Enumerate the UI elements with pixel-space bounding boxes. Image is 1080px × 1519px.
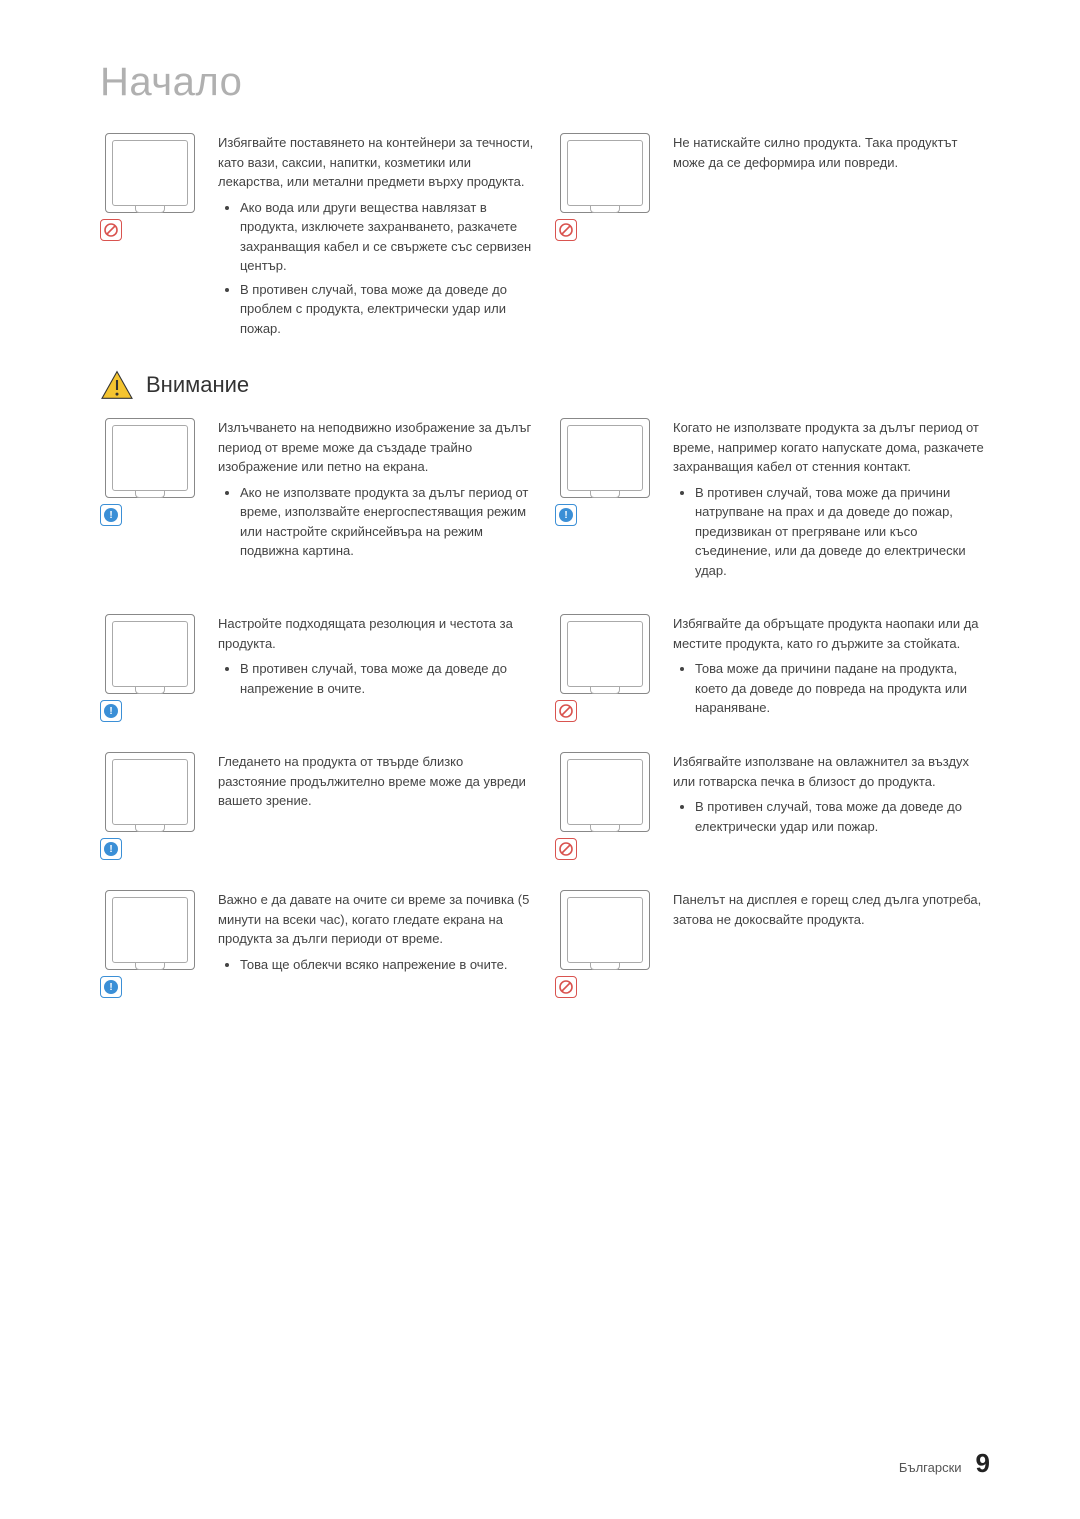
page-number: 9: [976, 1448, 990, 1479]
monitor-sleep-icon: [560, 418, 650, 498]
safety-item: ! Гледането на продукта от твърде близко…: [100, 752, 535, 860]
item-paragraph: Гледането на продукта от твърде близко р…: [218, 752, 535, 811]
item-paragraph: Панелът на дисплея е горещ след дълга уп…: [673, 890, 990, 929]
page: Начало Избягвайте поставянето на контейн…: [0, 0, 1080, 1038]
item-paragraph: Излъчването на неподвижно изображение за…: [218, 418, 535, 477]
item-text: Важно е да давате на очите си време за п…: [218, 890, 535, 978]
safety-item: Панелът на дисплея е горещ след дълга уп…: [555, 890, 990, 998]
illustration-box: [555, 752, 655, 860]
item-paragraph: Избягвайте използване на овлажнител за в…: [673, 752, 990, 791]
info-icon: !: [555, 504, 577, 526]
item-text: Гледането на продукта от твърде близко р…: [218, 752, 535, 817]
safety-item: Избягвайте използване на овлажнител за в…: [555, 752, 990, 860]
prohibit-icon: [555, 976, 577, 998]
safety-item: ! Излъчването на неподвижно изображение …: [100, 418, 535, 584]
safety-item: Избягвайте поставянето на контейнери за …: [100, 133, 535, 342]
bullet: Това ще облекчи всяко напрежение в очите…: [240, 955, 535, 975]
bullet: В противен случай, това може да причини …: [695, 483, 990, 581]
illustration-box: [555, 614, 655, 722]
footer-language: Български: [899, 1460, 962, 1475]
page-title: Начало: [100, 60, 990, 105]
item-text: Панелът на дисплея е горещ след дълга уп…: [673, 890, 990, 935]
item-text: Настройте подходящата резолюция и честот…: [218, 614, 535, 702]
page-footer: Български 9: [899, 1448, 990, 1479]
bullet: Ако не използвате продукта за дълъг пери…: [240, 483, 535, 561]
illustration-box: !: [100, 614, 200, 722]
illustration-box: [555, 890, 655, 998]
safety-item: ! Важно е да давате на очите си време за…: [100, 890, 535, 998]
monitor-flip-icon: [560, 614, 650, 694]
item-text: Избягвайте да обръщате продукта наопаки …: [673, 614, 990, 722]
prohibit-icon: [555, 838, 577, 860]
bullet: Ако вода или други вещества навлязат в п…: [240, 198, 535, 276]
illustration-box: [555, 133, 655, 241]
illustration-box: !: [100, 418, 200, 526]
bullet: В противен случай, това може да доведе д…: [695, 797, 990, 836]
info-icon: !: [100, 976, 122, 998]
item-text: Не натискайте силно продукта. Така проду…: [673, 133, 990, 178]
illustration-box: !: [100, 752, 200, 860]
bullet: В противен случай, това може да доведе д…: [240, 280, 535, 339]
info-icon: !: [100, 504, 122, 526]
info-icon: !: [100, 700, 122, 722]
bullet: Това може да причини падане на продукта,…: [695, 659, 990, 718]
info-icon: !: [100, 838, 122, 860]
item-paragraph: Избягвайте поставянето на контейнери за …: [218, 133, 535, 192]
item-paragraph: Важно е да давате на очите си време за п…: [218, 890, 535, 949]
top-grid: Избягвайте поставянето на контейнери за …: [100, 133, 990, 342]
safety-item: ! Когато не използвате продукта за дълъг…: [555, 418, 990, 584]
safety-item: Избягвайте да обръщате продукта наопаки …: [555, 614, 990, 722]
caution-title: Внимание: [146, 372, 249, 398]
monitor-humidifier-icon: [560, 752, 650, 832]
safety-item: Не натискайте силно продукта. Така проду…: [555, 133, 990, 342]
illustration-box: [100, 133, 200, 241]
item-paragraph: Настройте подходящата резолюция и честот…: [218, 614, 535, 653]
illustration-box: !: [555, 418, 655, 526]
item-paragraph: Избягвайте да обръщате продукта наопаки …: [673, 614, 990, 653]
prohibit-icon: [555, 219, 577, 241]
monitor-resolution-icon: [105, 614, 195, 694]
bullet: В противен случай, това може да доведе д…: [240, 659, 535, 698]
illustration-box: !: [100, 890, 200, 998]
monitor-liquids-icon: [105, 133, 195, 213]
monitor-press-icon: [560, 133, 650, 213]
monitor-rest-eyes-icon: [105, 890, 195, 970]
item-text: Когато не използвате продукта за дълъг п…: [673, 418, 990, 584]
caution-triangle-icon: [100, 370, 134, 400]
monitor-static-image-icon: [105, 418, 195, 498]
item-paragraph: Не натискайте силно продукта. Така проду…: [673, 133, 990, 172]
safety-item: ! Настройте подходящата резолюция и чест…: [100, 614, 535, 722]
prohibit-icon: [100, 219, 122, 241]
monitor-close-view-icon: [105, 752, 195, 832]
prohibit-icon: [555, 700, 577, 722]
item-text: Излъчването на неподвижно изображение за…: [218, 418, 535, 565]
item-text: Избягвайте използване на овлажнител за в…: [673, 752, 990, 840]
caution-header: Внимание: [100, 370, 990, 400]
item-paragraph: Когато не използвате продукта за дълъг п…: [673, 418, 990, 477]
item-text: Избягвайте поставянето на контейнери за …: [218, 133, 535, 342]
item-bullets: Ако вода или други вещества навлязат в п…: [218, 198, 535, 339]
caution-grid: ! Излъчването на неподвижно изображение …: [100, 418, 990, 998]
monitor-hot-panel-icon: [560, 890, 650, 970]
